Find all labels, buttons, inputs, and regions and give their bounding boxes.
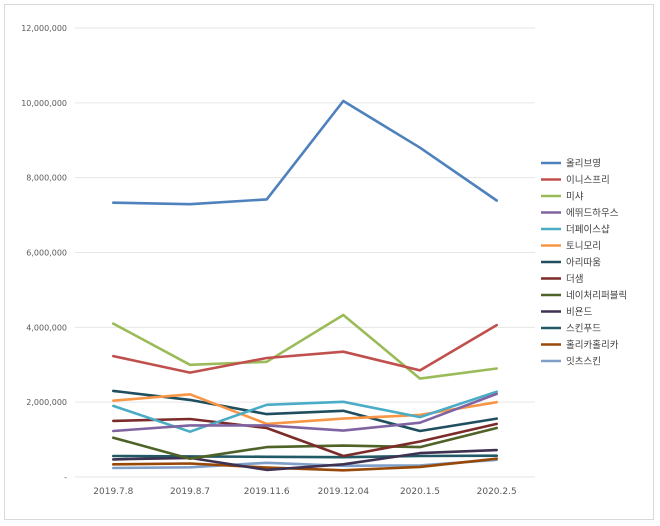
x-tick-label: 2020.1.5 [400,487,440,497]
series-line [112,417,499,458]
y-tick-label: 4,000,000 [26,323,67,332]
y-tick-label: 10,000,000 [21,99,67,108]
x-tick-label: 2020.2.5 [477,487,517,497]
y-axis: - 2,000,000 4,000,000 6,000,000 8,000,000 10,… [21,24,67,482]
series-line [112,99,499,206]
legend-label: 비욘드 [566,307,592,318]
series-line [112,457,499,472]
series-line [112,454,499,459]
series-line [112,426,499,461]
series-line [112,389,499,433]
legend: 올리브영이니스프리미샤에뛰드하우스더페이스샵토니모리아리따움더샘네이처리퍼블릭비… [541,159,627,368]
legend-label: 더샘 [566,274,583,285]
y-tick-label: 2,000,000 [26,398,67,407]
gridlines [75,27,535,478]
x-tick-label: 2019.7.8 [93,487,133,497]
y-tick-label: 8,000,000 [26,174,67,183]
series-line [112,313,499,380]
legend-label: 에뛰드하우스 [566,207,619,219]
series-line [112,392,499,433]
x-tick-label: 2019.11.6 [244,487,290,497]
x-axis: 2019.7.8 2019.8.7 2019.11.6 2019.12.04 2020.… [93,487,516,497]
y-tick-label: 12,000,000 [21,24,67,33]
series-line [112,323,499,374]
series-lines [112,99,499,472]
legend-label: 아리따움 [566,258,601,269]
y-tick-label: 6,000,000 [26,249,67,258]
legend-label: 미샤 [566,192,584,203]
legend-label: 이니스프리 [566,175,610,186]
series-line [112,448,499,472]
x-tick-label: 2019.12.04 [318,487,370,497]
legend-label: 홀리카홀리카 [566,339,619,351]
legend-label: 더페이스샵 [566,225,610,236]
legend-label: 네이처리퍼블릭 [566,290,627,302]
legend-label: 잇츠스킨 [566,356,601,368]
legend-label: 올리브영 [566,159,601,170]
y-tick-label: - [64,473,67,482]
legend-label: 스킨푸드 [566,324,601,335]
legend-label: 토니모리 [566,241,601,252]
x-tick-label: 2019.8.7 [170,487,210,497]
